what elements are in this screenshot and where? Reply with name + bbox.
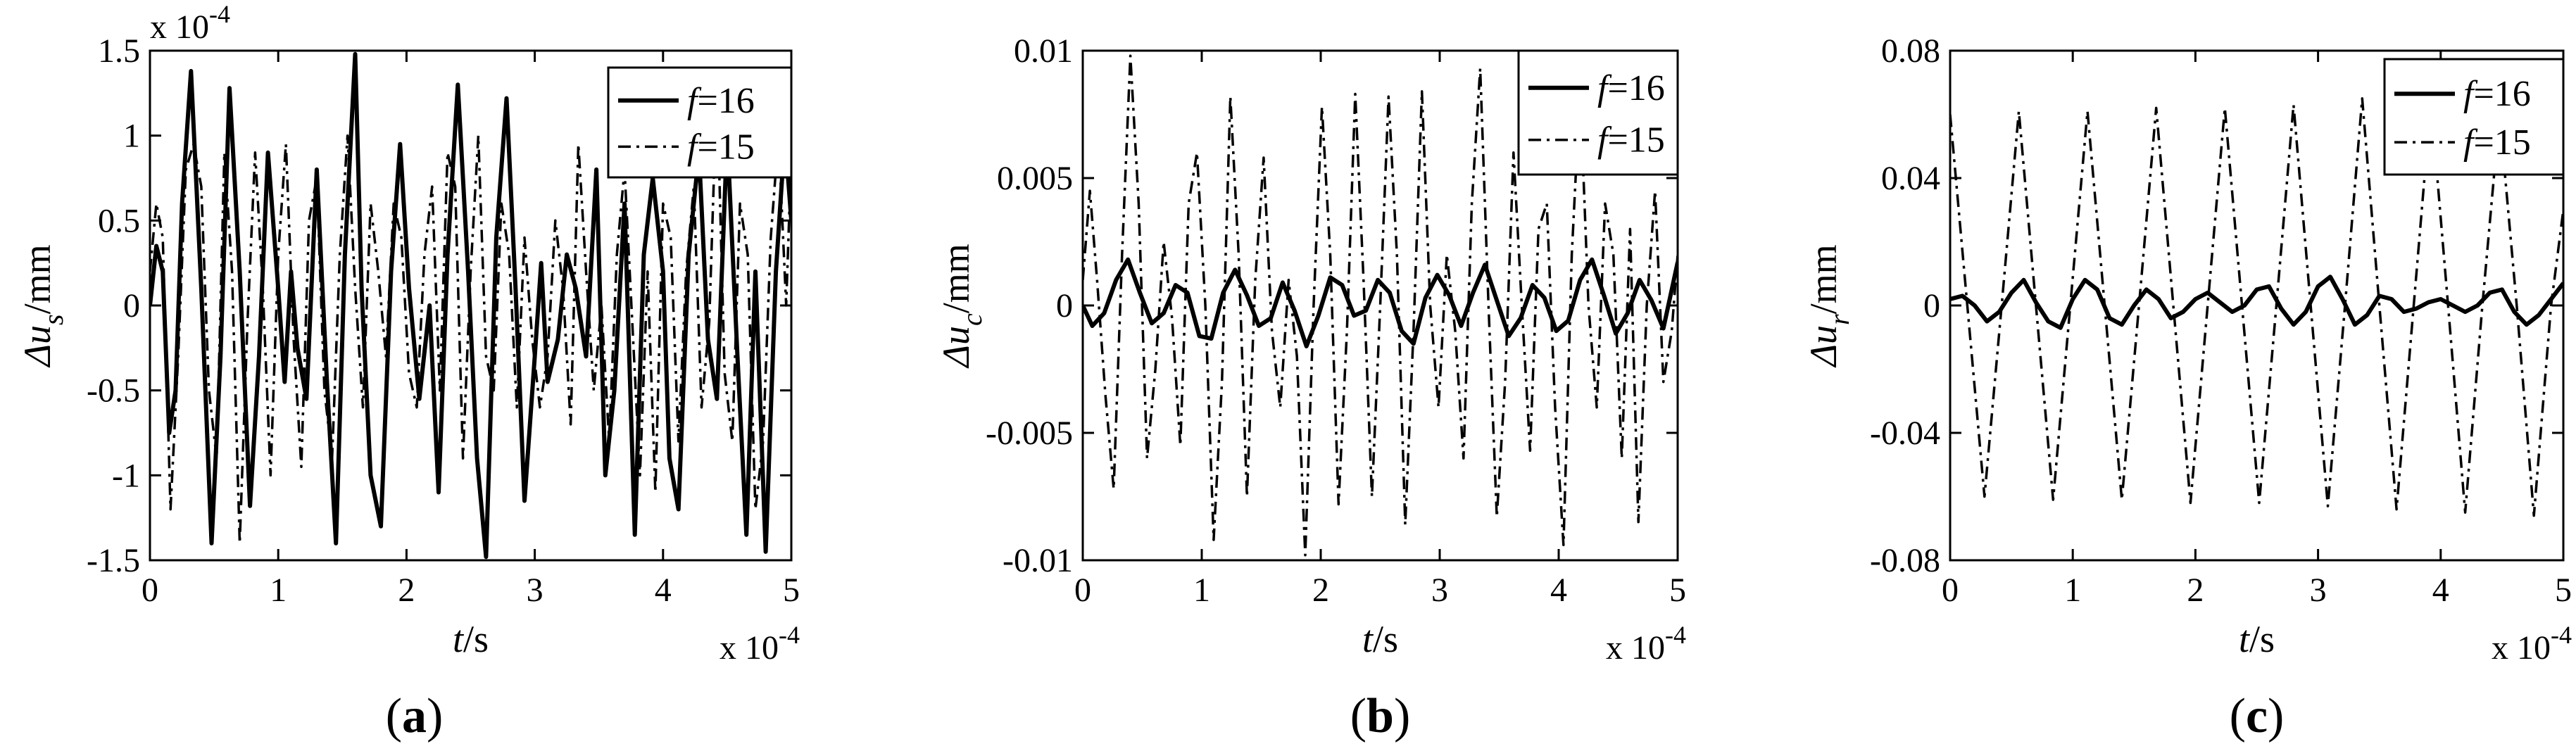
legend-label-f16: f=16	[687, 81, 755, 121]
y-tick-label: 0	[123, 287, 140, 324]
legend-label-f15: f=15	[1597, 120, 1665, 160]
y-axis-label: Δuc/mm	[935, 244, 988, 368]
x-tick-label: 0	[142, 572, 158, 609]
legend-label-f16: f=16	[2463, 74, 2531, 114]
legend-box	[2383, 58, 2565, 176]
x-tick-label: 2	[398, 572, 415, 609]
y-tick-label: -0.01	[1003, 542, 1073, 579]
x-multiplier: x 10-4	[1606, 621, 1686, 667]
x-tick-label: 2	[2187, 572, 2204, 609]
panel-caption: (b)	[1350, 689, 1411, 743]
legend: f=16 f=15	[607, 66, 793, 179]
panel-caption: (c)	[2230, 689, 2285, 743]
x-axis-label: t/s	[1362, 618, 1398, 660]
y-multiplier: x 10-4	[150, 0, 230, 46]
y-tick-label: -1.5	[87, 542, 140, 579]
x-tick-label: 5	[1669, 572, 1686, 609]
legend: f=16 f=15	[1517, 49, 1679, 176]
y-tick-label: 1.5	[98, 32, 140, 70]
x-tick-label: 5	[2555, 572, 2572, 609]
chart-panel-c: 0 1 2 3 4 5 0.08 0.04 0 -0.04 -0.08 x 10-4 t/s Δur/mm…	[1802, 32, 2572, 743]
y-tick-label: 0.01	[1014, 32, 1073, 70]
legend-label-f16: f=16	[1597, 68, 1665, 108]
y-axis-label: Δur/mm	[1802, 244, 1855, 367]
x-tick-label: 4	[2432, 572, 2449, 609]
y-tick-label: 0	[1056, 287, 1073, 324]
x-axis-label: t/s	[2239, 618, 2275, 660]
y-tick-label: 0.5	[98, 202, 140, 239]
panel-caption: (a)	[386, 689, 444, 743]
y-tick-label: -0.5	[87, 372, 140, 410]
y-tick-label: -0.04	[1870, 415, 1940, 452]
x-tick-label: 2	[1312, 572, 1329, 609]
legend-box	[607, 66, 793, 179]
x-tick-label: 3	[2310, 572, 2327, 609]
x-tick-label: 0	[1942, 572, 1959, 609]
x-multiplier: x 10-4	[2492, 621, 2572, 667]
series-line-f15	[1950, 97, 2563, 517]
x-tick-label: 1	[1193, 572, 1210, 609]
y-tick-label: 0.08	[1881, 32, 1940, 70]
x-tick-label: 1	[2064, 572, 2081, 609]
y-tick-label: -1	[112, 457, 140, 494]
x-tick-label: 1	[270, 572, 287, 609]
legend-label-f15: f=15	[2463, 122, 2531, 163]
series-line-f15	[150, 83, 791, 545]
chart-panel-b: 0 1 2 3 4 5 0.01 0.005 0 -0.005 -0.01 x 10-4 t/s Δuc/…	[935, 32, 1686, 743]
series-line-f16	[150, 51, 791, 560]
y-tick-label: 1	[123, 118, 140, 155]
x-tick-label: 5	[783, 572, 800, 609]
legend: f=16 f=15	[2383, 58, 2565, 176]
chart-panel-a: 0 1 2 3 4 5 1.5 1 0.5 0 -0.5 -1 -1.5 x 10-4 x 10-4 t/s Δ…	[16, 0, 800, 743]
x-tick-label: 0	[1074, 572, 1091, 609]
series-line-f16	[1950, 274, 2563, 330]
legend-box	[1517, 49, 1679, 176]
x-tick-label: 4	[1550, 572, 1567, 609]
x-tick-label: 4	[655, 572, 672, 609]
y-tick-label: 0.005	[997, 160, 1073, 197]
y-tick-label: -0.005	[986, 415, 1073, 452]
y-axis-label: Δus/mm	[16, 244, 69, 367]
y-tick-label: 0	[1923, 287, 1940, 324]
y-tick-label: 0.04	[1881, 160, 1940, 197]
y-tick-label: -0.08	[1870, 542, 1940, 579]
x-axis-label: t/s	[453, 618, 489, 660]
x-multiplier: x 10-4	[720, 621, 800, 667]
series-line-f16	[1083, 257, 1678, 348]
x-tick-label: 3	[527, 572, 544, 609]
legend-label-f15: f=15	[687, 127, 755, 167]
x-tick-label: 3	[1431, 572, 1448, 609]
